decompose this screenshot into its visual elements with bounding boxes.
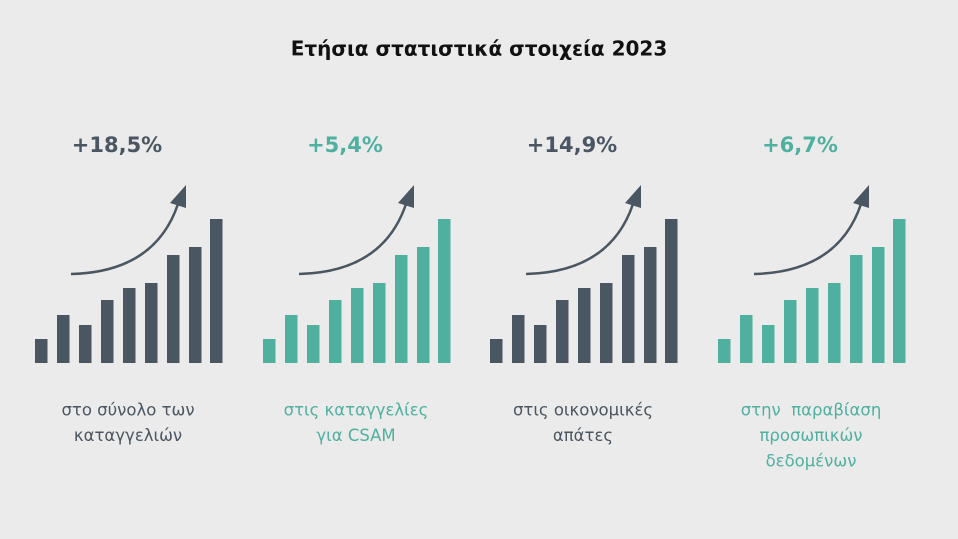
panel-value: +5,4% — [307, 133, 383, 157]
panel-label: δεδομένων — [766, 452, 857, 471]
panel-label: στην παραβίαση — [741, 401, 882, 420]
icon-bar — [395, 255, 408, 363]
icon-bar — [123, 288, 136, 363]
panel-value: +18,5% — [72, 133, 162, 157]
icon-bar — [490, 339, 503, 363]
icon-bar — [512, 315, 525, 363]
icon-bar — [622, 255, 635, 363]
panel-label: στις οικονομικές — [513, 401, 653, 420]
icon-bar — [534, 325, 547, 363]
icon-bar — [644, 247, 657, 363]
panel: +14,9% στις οικονομικές απάτες — [490, 133, 678, 445]
icon-bar — [101, 300, 114, 363]
icon-bar — [828, 283, 841, 363]
icon-arrowhead — [398, 185, 414, 208]
icon-bar — [556, 300, 569, 363]
panel-label: προσωπικών — [759, 426, 862, 445]
icon-bar — [417, 247, 430, 363]
icon-arrow — [70, 203, 180, 276]
panel: +6,7% στην παραβίαση προσωπικών δεδομένων — [718, 133, 906, 471]
icon-bar — [263, 339, 276, 363]
icon-bar — [438, 219, 451, 363]
icon-bar — [35, 339, 48, 363]
panel-label: στο σύνολο των — [61, 401, 194, 420]
icon-bar — [893, 219, 906, 363]
icon-arrowhead — [170, 185, 186, 208]
icon-bar — [740, 315, 753, 363]
icon-bar — [718, 339, 731, 363]
icon-bar — [329, 300, 342, 363]
icon-bar — [784, 300, 797, 363]
icon-bar — [210, 219, 223, 363]
icon-bar — [373, 283, 386, 363]
icon-bar — [600, 283, 613, 363]
panel-value: +6,7% — [762, 133, 838, 157]
icon-arrow — [525, 203, 635, 276]
panel: +18,5% στο σύνολο των καταγγελιών — [35, 133, 223, 445]
icon-bar — [806, 288, 819, 363]
icon-arrowhead — [853, 185, 869, 208]
icon-bar — [872, 247, 885, 363]
icon-bar — [189, 247, 202, 363]
icon-arrow — [753, 203, 863, 276]
title: Ετήσια στατιστικά στοιχεία 2023 — [291, 37, 667, 61]
icon-bar — [285, 315, 298, 363]
panel: +5,4% στις καταγγελίες για CSAM — [263, 133, 451, 445]
panel-label: απάτες — [553, 426, 613, 445]
icon-bar — [351, 288, 364, 363]
icon-bar — [665, 219, 678, 363]
panel-label: στις καταγγελίες — [284, 401, 429, 420]
icon-bar — [762, 325, 775, 363]
panel-label: για CSAM — [316, 426, 395, 445]
icon-arrow — [298, 203, 408, 276]
icon-bar — [850, 255, 863, 363]
icon-arrowhead — [625, 185, 641, 208]
icon-bar — [307, 325, 320, 363]
icon-bar — [167, 255, 180, 363]
panel-value: +14,9% — [527, 133, 617, 157]
panel-label: καταγγελιών — [74, 426, 182, 445]
icon-bar — [79, 325, 92, 363]
icon-bar — [145, 283, 158, 363]
icon-bar — [57, 315, 70, 363]
icon-bar — [578, 288, 591, 363]
